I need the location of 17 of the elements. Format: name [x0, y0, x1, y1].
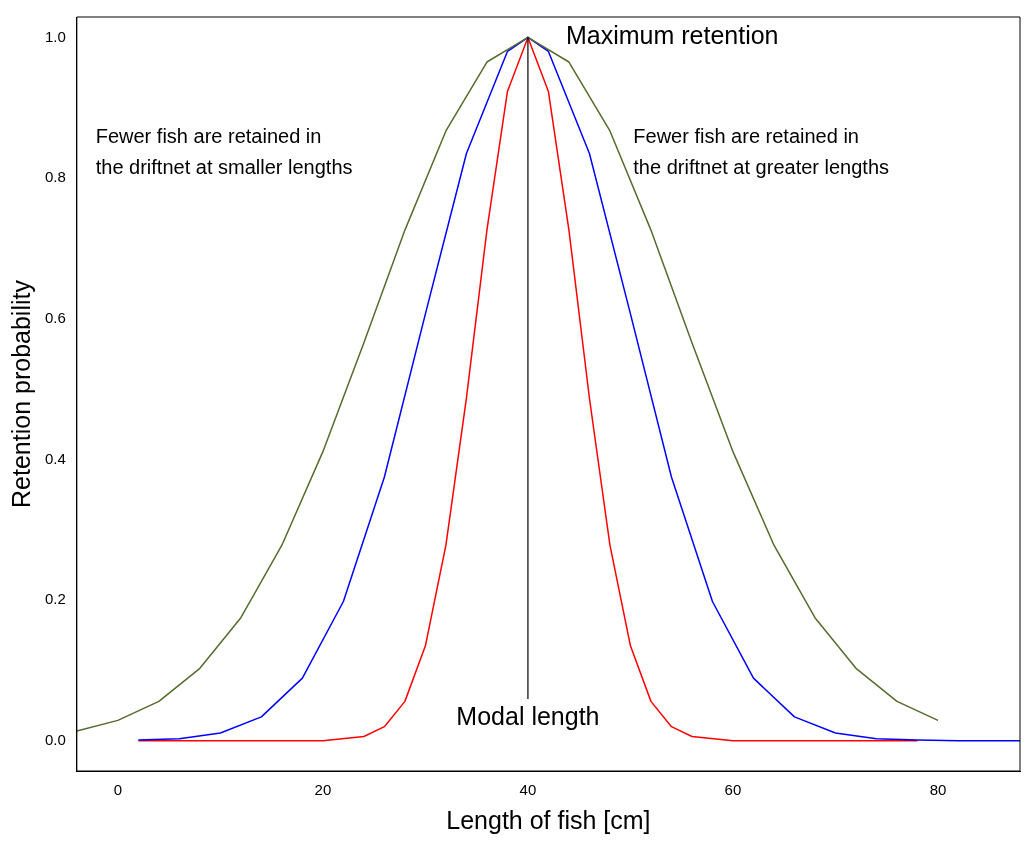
x-tick-label: 20 [314, 781, 332, 799]
y-tick-label: 0.4 [44, 449, 66, 467]
y-axis-title: Retention probability [6, 279, 35, 508]
ref-line-label: Modal length [456, 702, 600, 731]
y-tick-label: 1.0 [44, 27, 66, 45]
x-tick-label: 40 [519, 781, 537, 799]
x-tick-label: 0 [113, 781, 123, 799]
y-tick-label: 0.8 [44, 168, 66, 186]
x-tick-label: 60 [724, 781, 742, 799]
annotation: Maximum retention [565, 21, 779, 50]
y-tick-label: 0.2 [44, 590, 66, 608]
y-tick-label: 0.0 [44, 730, 66, 748]
annotation: Fewer fish are retained in the driftnet at greater lengths [633, 125, 890, 179]
annotation: Fewer fish are retained in the driftnet at smaller lengths [95, 125, 353, 179]
x-tick-label: 80 [929, 781, 947, 799]
y-tick-label: 0.6 [44, 308, 66, 326]
x-axis-title: Length of fish [cm] [446, 805, 651, 834]
